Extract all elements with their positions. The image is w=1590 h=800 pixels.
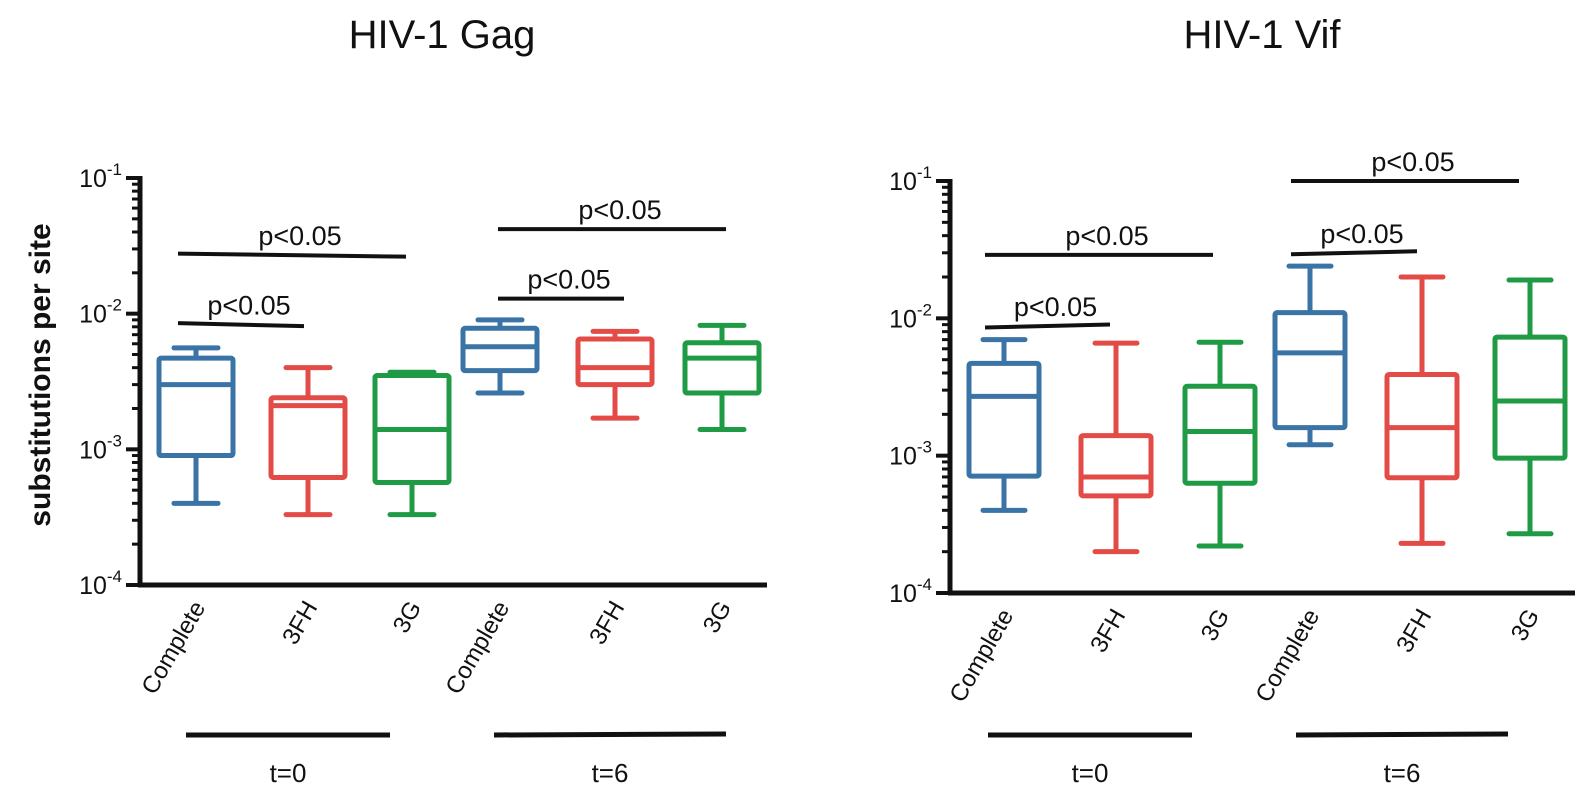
group-label: t=0: [270, 758, 307, 788]
significance-line: [177, 251, 407, 259]
group-bracket: [493, 731, 727, 738]
box-3g-t0: [372, 369, 452, 518]
significance-line: [177, 321, 305, 329]
significance-label: p<0.05: [1371, 147, 1454, 177]
y-tick-exponent: -1: [917, 163, 932, 182]
significance-line: [1290, 249, 1418, 257]
y-tick-label: 10-2: [889, 300, 932, 333]
y-tick-exponent: -2: [917, 300, 932, 319]
box-3fh-t6: [1384, 274, 1460, 546]
y-tick-base: 10: [889, 168, 917, 196]
y-tick-exponent: -4: [917, 575, 932, 594]
box-iqr: [682, 340, 762, 396]
significance-label: p<0.05: [1320, 219, 1403, 249]
y-tick-label: 10-2: [79, 296, 122, 329]
y-tick-base: 10: [79, 572, 107, 600]
y-axis-label-group: substitutions per site: [24, 223, 57, 526]
box-complete-t0: [156, 345, 236, 506]
box-iqr: [1492, 334, 1568, 461]
box-iqr: [1078, 433, 1154, 499]
chart-title: HIV-1 Gag: [349, 13, 536, 57]
box-iqr: [268, 395, 348, 480]
y-tick-base: 10: [79, 165, 107, 193]
y-tick-base: 10: [79, 301, 107, 329]
y-tick-base: 10: [889, 305, 917, 333]
box-3g-t6: [1492, 277, 1568, 537]
significance-label: p<0.05: [578, 195, 661, 225]
y-tick-label: 10-1: [889, 163, 932, 196]
y-tick-base: 10: [889, 443, 917, 471]
group-label: t=6: [592, 758, 629, 788]
box-iqr: [966, 360, 1042, 479]
significance-label: p<0.05: [1014, 292, 1097, 322]
box-3g-t0: [1182, 339, 1258, 549]
y-tick-base: 10: [79, 436, 107, 464]
box-3fh-t0: [1078, 340, 1154, 555]
box-iqr: [1182, 383, 1258, 486]
significance-label: p<0.05: [258, 221, 341, 251]
box-3fh-t0: [268, 365, 348, 518]
y-tick-exponent: -4: [107, 567, 122, 586]
y-tick-label: 10-4: [889, 575, 932, 608]
y-tick-label: 10-3: [889, 438, 932, 471]
box-iqr: [1272, 310, 1348, 431]
y-tick-base: 10: [889, 580, 917, 608]
y-tick-exponent: -3: [107, 431, 122, 450]
y-tick-exponent: -3: [917, 438, 932, 457]
y-tick-label: 10-4: [79, 567, 122, 600]
box-complete-t6: [1272, 263, 1348, 448]
significance-label: p<0.05: [207, 291, 290, 321]
y-tick-label: 10-3: [79, 431, 122, 464]
box-complete-t0: [966, 337, 1042, 513]
box-iqr: [156, 355, 236, 459]
box-complete-t6: [460, 317, 540, 396]
y-tick-label: 10-1: [79, 160, 122, 193]
y-tick-exponent: -1: [107, 160, 122, 179]
box-3fh-t6: [575, 328, 655, 421]
box-iqr: [575, 336, 655, 388]
group-bracket: [1295, 731, 1509, 738]
group-label: t=0: [1072, 758, 1109, 788]
y-axis-label: substitutions per site: [24, 223, 57, 526]
significance-line: [984, 322, 1111, 330]
group-label: t=6: [1384, 758, 1421, 788]
significance-label: p<0.05: [527, 265, 610, 295]
significance-label: p<0.05: [1065, 221, 1148, 251]
box-iqr: [460, 325, 540, 374]
box-3g-t6: [682, 322, 762, 433]
chart-title: HIV-1 Vif: [1183, 13, 1341, 57]
y-tick-exponent: -2: [107, 296, 122, 315]
